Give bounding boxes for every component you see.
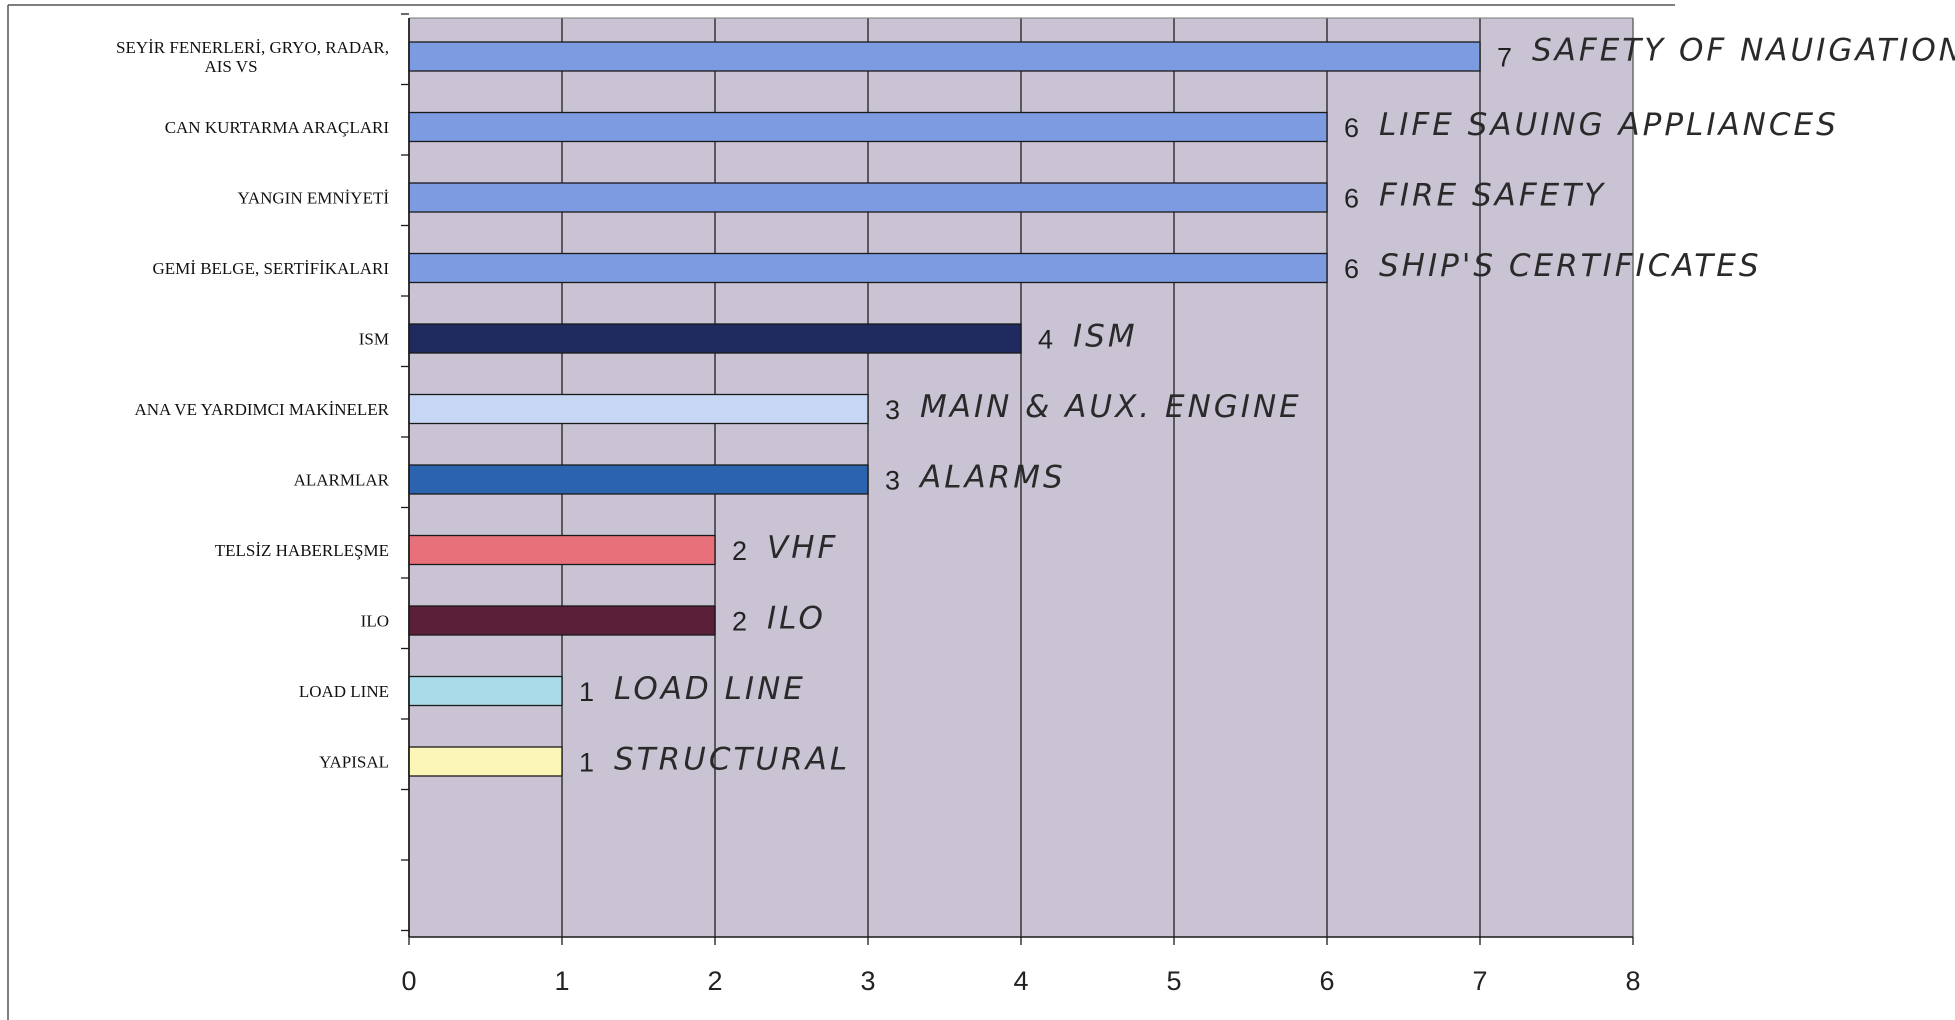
annotation: STRUCTURAL bbox=[614, 742, 850, 778]
annotation: ILO bbox=[767, 601, 826, 637]
category-label: GEMİ BELGE, SERTİFİKALARI bbox=[153, 259, 390, 278]
x-tick-label: 7 bbox=[1472, 966, 1487, 996]
category-label: CAN KURTARMA ARAÇLARI bbox=[165, 118, 390, 137]
category-label: SEYİR FENERLERİ, GRYO, RADAR, AIS VS bbox=[116, 38, 389, 76]
x-tick-label: 1 bbox=[554, 966, 569, 996]
category-label-line: YANGIN EMNİYETİ bbox=[237, 189, 389, 208]
category-label-line: YAPISAL bbox=[319, 753, 389, 772]
value-label: 2 bbox=[732, 607, 747, 637]
category-label-line: AIS VS bbox=[204, 57, 257, 76]
annotation: LOAD LINE bbox=[614, 671, 806, 707]
annotation: SAFETY OF NAUIGATION bbox=[1532, 33, 1955, 69]
category-label-line: LOAD LINE bbox=[299, 682, 389, 701]
category-label-line: ILO bbox=[361, 612, 389, 631]
bar bbox=[408, 464, 869, 495]
value-label: 1 bbox=[579, 677, 594, 707]
category-label: ILO bbox=[361, 612, 389, 631]
annotation: MAIN & AUX. ENGINE bbox=[920, 389, 1302, 425]
handwritten-annotations: SAFETY OF NAUIGATION LIFE SAUING APPLIANC… bbox=[614, 33, 1955, 778]
category-label: ISM bbox=[359, 330, 389, 349]
category-label: YAPISAL bbox=[319, 753, 389, 772]
bar bbox=[408, 534, 716, 566]
category-label-line: ALARMLAR bbox=[294, 471, 390, 490]
x-tick-label: 8 bbox=[1625, 966, 1640, 996]
value-label: 3 bbox=[885, 466, 900, 496]
value-labels: 7 6 6 6 4 3 3 2 2 1 1 bbox=[579, 43, 1512, 778]
annotation: ALARMS bbox=[918, 460, 1066, 496]
category-label: ALARMLAR bbox=[294, 471, 390, 490]
annotation: LIFE SAUING APPLIANCES bbox=[1379, 107, 1839, 143]
annotation: FIRE SAFETY bbox=[1379, 178, 1606, 214]
value-label: 7 bbox=[1497, 43, 1512, 73]
bar bbox=[408, 605, 716, 636]
annotation: SHIP'S CERTIFICATES bbox=[1379, 248, 1762, 284]
category-label-line: GEMİ BELGE, SERTİFİKALARI bbox=[153, 259, 390, 278]
x-tick-label: 6 bbox=[1319, 966, 1334, 996]
bars bbox=[408, 41, 1481, 777]
value-label: 4 bbox=[1038, 325, 1053, 355]
bar bbox=[408, 182, 1328, 213]
category-label-line: ISM bbox=[359, 330, 389, 349]
bar bbox=[408, 746, 563, 777]
x-axis: 0 1 2 3 4 5 6 7 8 bbox=[401, 13, 1641, 996]
x-tick-label: 0 bbox=[401, 966, 416, 996]
value-label: 1 bbox=[579, 748, 594, 778]
category-label: TELSİZ HABERLEŞME bbox=[215, 541, 389, 560]
category-label: YANGIN EMNİYETİ bbox=[237, 189, 389, 208]
x-tick-label: 4 bbox=[1013, 966, 1028, 996]
bar bbox=[408, 252, 1328, 284]
x-tick-label: 2 bbox=[707, 966, 722, 996]
annotation: ISM bbox=[1073, 319, 1138, 355]
category-label-line: SEYİR FENERLERİ, GRYO, RADAR, bbox=[116, 38, 389, 57]
x-tick-label: 5 bbox=[1166, 966, 1181, 996]
bar bbox=[408, 393, 869, 425]
value-label: 6 bbox=[1344, 254, 1359, 284]
category-label: LOAD LINE bbox=[299, 682, 389, 701]
category-label-line: ANA VE YARDIMCI MAKİNELER bbox=[134, 400, 389, 419]
page-frame bbox=[7, 4, 1675, 1020]
bar bbox=[408, 41, 1481, 72]
value-label: 3 bbox=[885, 395, 900, 425]
bar bbox=[408, 675, 563, 707]
annotation: VHF bbox=[767, 530, 838, 566]
category-label-line: TELSİZ HABERLEŞME bbox=[215, 541, 389, 560]
category-label: ANA VE YARDIMCI MAKİNELER bbox=[134, 400, 389, 419]
x-tick-label: 3 bbox=[860, 966, 875, 996]
category-labels: SEYİR FENERLERİ, GRYO, RADAR, AIS VS CAN K… bbox=[116, 38, 390, 772]
bar bbox=[408, 323, 1022, 354]
value-label: 6 bbox=[1344, 184, 1359, 214]
value-label: 2 bbox=[732, 536, 747, 566]
bar bbox=[408, 111, 1328, 143]
value-label: 6 bbox=[1344, 113, 1359, 143]
category-label-line: CAN KURTARMA ARAÇLARI bbox=[165, 118, 390, 137]
